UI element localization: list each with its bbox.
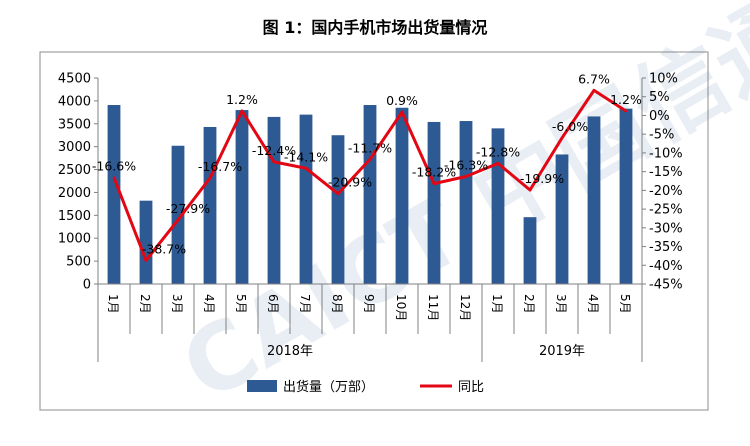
category-label: 1月	[490, 294, 504, 314]
right-tick-label: 0%	[649, 109, 670, 124]
bar-8	[331, 135, 345, 284]
right-tick-label: -20%	[649, 184, 683, 199]
right-tick-label: 5%	[649, 90, 670, 105]
line-data-label: -6.0%	[552, 119, 588, 134]
line-point-1	[112, 176, 116, 179]
bar-2	[139, 200, 153, 284]
bar-14	[523, 217, 537, 284]
category-label: 9月	[362, 294, 376, 314]
bar-12	[459, 121, 473, 284]
bar-17	[619, 108, 633, 284]
left-tick-label: 2500	[58, 163, 91, 178]
right-tick-label: -35%	[649, 240, 683, 255]
category-label: 3月	[554, 294, 568, 314]
line-data-label: -18.2%	[412, 165, 456, 180]
category-label: 8月	[330, 294, 344, 314]
line-point-12	[464, 175, 468, 178]
line-point-5	[240, 109, 244, 113]
line-point-4	[208, 176, 212, 180]
bar-11	[427, 121, 441, 285]
line-data-label: -16.7%	[198, 159, 242, 174]
line-point-6	[272, 160, 276, 164]
bar-5	[235, 110, 249, 285]
line-point-2	[144, 259, 148, 262]
left-tick-label: 4500	[58, 72, 91, 87]
right-tick-label: -10%	[649, 146, 683, 161]
chart-title: 图 1：国内手机市场出货量情况	[262, 18, 488, 37]
line-data-label: -16.6%	[92, 159, 136, 174]
line-data-label: -19.9%	[520, 171, 564, 186]
right-tick-label: 10%	[649, 72, 678, 87]
left-tick-label: 0	[83, 278, 91, 293]
bar-15	[555, 154, 569, 284]
right-tick-label: -5%	[649, 128, 674, 143]
line-data-label: 1.2%	[610, 92, 642, 107]
line-point-10	[400, 110, 404, 114]
category-label: 2月	[522, 294, 536, 314]
line-data-label: 1.2%	[226, 92, 258, 107]
bar-1	[107, 105, 121, 285]
line-point-8	[336, 192, 340, 195]
left-tick-label: 500	[66, 255, 91, 270]
legend: 出货量（万部） 同比	[247, 379, 484, 395]
line-point-15	[560, 136, 564, 140]
legend-label-bar: 出货量（万部）	[283, 379, 374, 395]
line-point-16	[592, 89, 596, 92]
left-tick-label: 3500	[58, 117, 91, 132]
line-point-14	[528, 188, 532, 192]
right-tick-label: -45%	[649, 278, 683, 293]
category-label: 10月	[394, 294, 408, 321]
category-label: 5月	[618, 294, 632, 314]
left-tick-label: 1500	[58, 209, 91, 224]
bar-9	[363, 105, 377, 285]
bar-16	[587, 116, 601, 284]
bar-10	[395, 107, 409, 284]
line-data-label: -38.7%	[142, 241, 186, 256]
legend-label-line: 同比	[458, 380, 484, 395]
bar-4	[203, 126, 217, 284]
line-point-17	[624, 109, 628, 113]
bar-3	[171, 145, 185, 284]
line-data-label: -12.8%	[476, 144, 520, 159]
category-label: 4月	[202, 294, 216, 314]
line-data-label: -16.3%	[444, 158, 488, 173]
year-label: 2018年	[267, 344, 313, 359]
right-tick-label: -15%	[649, 165, 683, 180]
line-point-9	[368, 158, 372, 161]
category-label: 7月	[298, 294, 312, 314]
category-label: 1月	[106, 294, 120, 314]
category-label: 3月	[170, 294, 184, 314]
left-tick-label: 4000	[58, 94, 91, 109]
line-data-label: 0.9%	[386, 93, 418, 108]
category-label: 12月	[458, 294, 472, 321]
bar-7	[299, 114, 313, 284]
line-point-3	[176, 218, 180, 222]
category-label: 11月	[426, 294, 440, 321]
line-data-label: 6.7%	[578, 71, 610, 86]
line-point-13	[496, 162, 500, 165]
right-tick-label: -30%	[649, 221, 683, 236]
category-label: 2月	[138, 294, 152, 314]
category-label: 4月	[586, 294, 600, 314]
line-data-label: -20.9%	[328, 175, 372, 190]
legend-swatch-bar	[247, 380, 277, 392]
line-point-7	[304, 167, 308, 170]
left-tick-label: 2000	[58, 186, 91, 201]
line-data-label: -14.1%	[284, 149, 328, 164]
line-point-11	[432, 182, 436, 185]
line-data-label: -27.9%	[166, 201, 210, 216]
left-tick-label: 1000	[58, 232, 91, 247]
right-tick-label: -40%	[649, 259, 683, 274]
year-label: 2019年	[539, 344, 585, 359]
category-label: 5月	[234, 294, 248, 314]
chart-frame	[39, 51, 709, 411]
line-data-label: -12.4%	[252, 143, 296, 158]
line-data-label: -11.7%	[348, 140, 392, 155]
left-tick-label: 3000	[58, 140, 91, 155]
right-tick-label: -25%	[649, 203, 683, 218]
category-label: 6月	[266, 294, 280, 314]
